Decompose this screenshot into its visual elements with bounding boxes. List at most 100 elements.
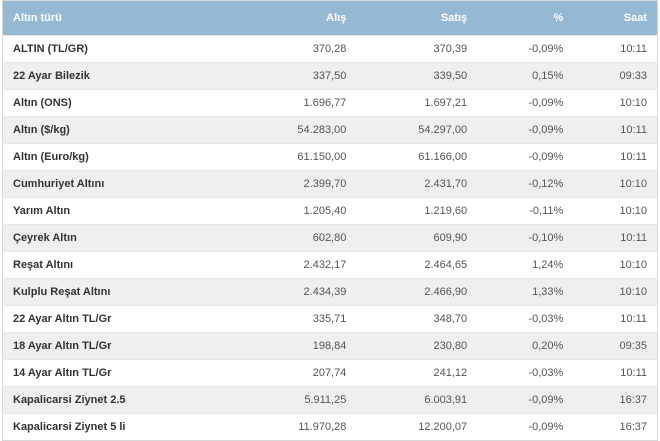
table-header: Altın türü Alış Satış% Saat <box>2 0 658 36</box>
gold-type: Kapalicarsi Ziynet 5 li <box>2 413 236 441</box>
gold-type: Kapalicarsi Ziynet 2.5 <box>2 386 236 414</box>
cell: -0,09% <box>477 89 574 117</box>
table-row: 18 Ayar Altın TL/Gr 198,84 230,80 0,20% 09:3… <box>2 332 658 360</box>
cell: -0,12% <box>477 170 574 198</box>
table-row: Yarım Altın 1.205,40 1.219,60 -0,11% 10:10 <box>2 197 658 225</box>
gold-type: 18 Ayar Altın TL/Gr <box>2 332 236 360</box>
cell: 09:33 <box>573 62 658 90</box>
cell: 09:35 <box>573 332 658 360</box>
cell: 11.970,28 <box>235 413 357 441</box>
cell: 54.283,00 <box>235 116 357 144</box>
table-row: 22 Ayar Bilezik 337,50 339,50 0,15% 09:33 <box>2 62 658 90</box>
cell: 10:10 <box>573 278 658 306</box>
gold-type: Çeyrek Altın <box>2 224 236 252</box>
cell: 230,80 <box>356 332 478 360</box>
cell: 10:11 <box>573 224 658 252</box>
column-header: Alış <box>235 0 357 36</box>
column-header: Saat <box>573 0 658 36</box>
cell: 2.464,65 <box>356 251 478 279</box>
cell: 602,80 <box>235 224 357 252</box>
table-row: ALTIN (TL/GR) 370,28 370,39 -0,09% 10:11 <box>2 35 658 63</box>
cell: 10:11 <box>573 35 658 63</box>
table-row: 22 Ayar Altın TL/Gr 335,71 348,70 -0,03% 10:… <box>2 305 658 333</box>
cell: 1.697,21 <box>356 89 478 117</box>
cell: 10:10 <box>573 251 658 279</box>
cell: 10:11 <box>573 359 658 387</box>
cell: -0,09% <box>477 116 574 144</box>
cell: 2.434,39 <box>235 278 357 306</box>
gold-type: Reşat Altını <box>2 251 236 279</box>
gold-type: ALTIN (TL/GR) <box>2 35 236 63</box>
cell: 339,50 <box>356 62 478 90</box>
cell: 1.696,77 <box>235 89 357 117</box>
cell: 61.150,00 <box>235 143 357 171</box>
cell: -0,03% <box>477 305 574 333</box>
cell: 370,39 <box>356 35 478 63</box>
cell: -0,03% <box>477 359 574 387</box>
gold-type: Yarım Altın <box>2 197 236 225</box>
cell: -0,09% <box>477 386 574 414</box>
cell: 16:37 <box>573 386 658 414</box>
cell: 335,71 <box>235 305 357 333</box>
cell: -0,09% <box>477 35 574 63</box>
cell: 61.166,00 <box>356 143 478 171</box>
cell: -0,10% <box>477 224 574 252</box>
gold-type: 22 Ayar Bilezik <box>2 62 236 90</box>
cell: 1,24% <box>477 251 574 279</box>
cell: -0,11% <box>477 197 574 225</box>
cell: 10:11 <box>573 143 658 171</box>
cell: 609,90 <box>356 224 478 252</box>
cell: 5.911,25 <box>235 386 357 414</box>
cell: 1.219,60 <box>356 197 478 225</box>
table-row: Kapalicarsi Ziynet 2.5 5.911,25 6.003,91 -0… <box>2 386 658 414</box>
gold-type: Altın (ONS) <box>2 89 236 117</box>
cell: -0,09% <box>477 413 574 441</box>
column-header: Altın türü <box>2 0 236 36</box>
gold-type: Altın (Euro/kg) <box>2 143 236 171</box>
gold-type: 22 Ayar Altın TL/Gr <box>2 305 236 333</box>
cell: 370,28 <box>235 35 357 63</box>
cell: 10:10 <box>573 170 658 198</box>
cell: -0,09% <box>477 143 574 171</box>
table-row: Cumhuriyet Altını 2.399,70 2.431,70 -0,12% 1… <box>2 170 658 198</box>
cell: 2.399,70 <box>235 170 357 198</box>
cell: 1.205,40 <box>235 197 357 225</box>
table-body: ALTIN (TL/GR) 370,28 370,39 -0,09% 10:11 22 A… <box>2 35 658 441</box>
cell: 12.200,07 <box>356 413 478 441</box>
cell: 2.432,17 <box>235 251 357 279</box>
cell: 2.431,70 <box>356 170 478 198</box>
gold-type: Kulplu Reşat Altını <box>2 278 236 306</box>
cell: 0,20% <box>477 332 574 360</box>
cell: 16:37 <box>573 413 658 441</box>
table-row: Kulplu Reşat Altını 2.434,39 2.466,90 1,33%… <box>2 278 658 306</box>
column-header: Satış <box>356 0 478 36</box>
gold-type: Cumhuriyet Altını <box>2 170 236 198</box>
column-header: % <box>477 0 574 36</box>
cell: 10:11 <box>573 305 658 333</box>
cell: 2.466,90 <box>356 278 478 306</box>
table-row: Altın (ONS) 1.696,77 1.697,21 -0,09% 10:10 <box>2 89 658 117</box>
cell: 54.297,00 <box>356 116 478 144</box>
table-row: Altın ($/kg) 54.283,00 54.297,00 -0,09% 10:1… <box>2 116 658 144</box>
cell: 207,74 <box>235 359 357 387</box>
cell: 10:11 <box>573 116 658 144</box>
cell: 10:10 <box>573 197 658 225</box>
table-row: Altın (Euro/kg) 61.150,00 61.166,00 -0,09% 1… <box>2 143 658 171</box>
cell: 241,12 <box>356 359 478 387</box>
gold-type: 14 Ayar Altın TL/Gr <box>2 359 236 387</box>
table-row: Çeyrek Altın 602,80 609,90 -0,10% 10:11 <box>2 224 658 252</box>
cell: 6.003,91 <box>356 386 478 414</box>
cell: 1,33% <box>477 278 574 306</box>
table-row: 14 Ayar Altın TL/Gr 207,74 241,12 -0,03% 10:… <box>2 359 658 387</box>
cell: 10:10 <box>573 89 658 117</box>
cell: 348,70 <box>356 305 478 333</box>
header-row: Altın türü Alış Satış% Saat <box>2 0 658 36</box>
table-row: Reşat Altını 2.432,17 2.464,65 1,24% 10:10 <box>2 251 658 279</box>
cell: 0,15% <box>477 62 574 90</box>
table-row: Kapalicarsi Ziynet 5 li 11.970,28 12.200,0… <box>2 413 658 441</box>
gold-type: Altın ($/kg) <box>2 116 236 144</box>
cell: 337,50 <box>235 62 357 90</box>
cell: 198,84 <box>235 332 357 360</box>
